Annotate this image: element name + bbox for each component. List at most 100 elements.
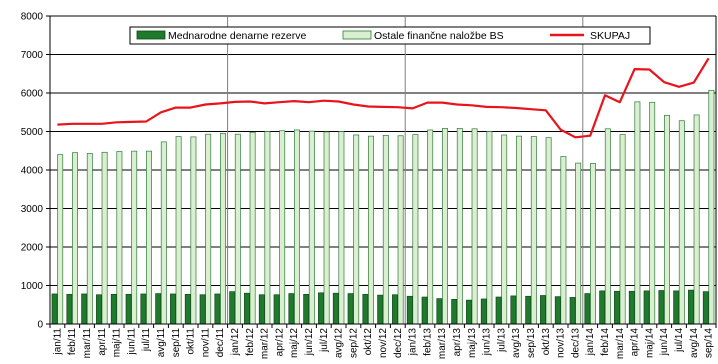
bar-ostale-jan/14 [590, 163, 596, 325]
bar-ostale-apr/14 [634, 101, 641, 325]
bar-mednarodne-apr/11 [96, 294, 102, 325]
y-tick-label-6000: 6000 [21, 89, 44, 100]
bar-ostale-jun/11 [131, 150, 138, 325]
bar-ostale-jul/14 [678, 120, 685, 325]
bar-mednarodne-jul/12 [318, 292, 324, 325]
bar-ostale-jan/12 [234, 133, 241, 325]
bar-mednarodne-jan/13 [406, 295, 413, 325]
bar-mednarodne-avg/11 [155, 293, 162, 325]
bar-ostale-feb/14 [604, 128, 611, 325]
legend-label-ostale-financne-nalozbe: Ostale finančne naložbe BS [374, 30, 504, 42]
x-tick-label-avg-14: avg/14 [689, 328, 700, 358]
y-tick-label-3000: 3000 [21, 204, 44, 215]
x-tick-label-jul-14: jul/14 [674, 328, 685, 353]
bar-mednarodne-mar/11 [81, 293, 88, 325]
x-tick-label-feb-12: feb/12 [245, 328, 256, 356]
x-tick-label-okt-13: okt/13 [541, 328, 552, 356]
x-tick-label-feb-11: feb/11 [67, 328, 78, 355]
x-tick-label-apr-13: apr/13 [452, 328, 463, 357]
bar-ostale-nov/13 [560, 156, 567, 325]
y-tick-label-2000: 2000 [21, 243, 44, 254]
bar-ostale-sep/12 [353, 134, 360, 325]
bar-series [51, 89, 715, 325]
bar-ostale-okt/11 [190, 136, 197, 325]
y-tick-label-1000: 1000 [21, 281, 44, 292]
bar-ostale-mar/11 [86, 153, 93, 325]
line-skupaj [57, 57, 710, 139]
bar-mednarodne-mar/14 [614, 290, 620, 325]
bar-ostale-mar/14 [619, 134, 626, 325]
bar-ostale-jan/11 [57, 154, 64, 325]
bar-mednarodne-avg/13 [510, 295, 517, 325]
axes: 0 1000 2000 3000 4000 5000 6000 7000 8000 jan/11 f… [21, 12, 717, 360]
bar-mednarodne-apr/14 [628, 290, 635, 325]
bar-ostale-okt/12 [368, 135, 374, 325]
bar-mednarodne-jun/12 [303, 294, 310, 325]
bar-mednarodne-jan/14 [584, 293, 591, 325]
x-tick-label-okt-12: okt/12 [363, 328, 374, 356]
bar-mednarodne-nov/13 [554, 296, 561, 325]
x-tick-label-jan-11: jan/11 [52, 328, 63, 356]
bar-mednarodne-nov/12 [377, 294, 384, 325]
bar-ostale-jan/13 [412, 134, 419, 325]
bar-ostale-apr/12 [279, 130, 286, 325]
bar-ostale-feb/12 [249, 131, 256, 325]
bar-ostale-maj/14 [649, 101, 656, 325]
x-tick-label-sep-11: sep/11 [171, 328, 182, 358]
x-tick-label-mar-11: mar/11 [82, 328, 93, 359]
bar-ostale-jul/13 [501, 134, 508, 325]
bar-mednarodne-avg/14 [688, 289, 694, 325]
x-tick-label-jul-11: jul/11 [141, 328, 152, 353]
bar-mednarodne-okt/13 [540, 295, 546, 325]
bar-mednarodne-maj/12 [288, 293, 295, 325]
x-tick-label-mar-13: mar/13 [437, 328, 448, 360]
bar-ostale-jun/13 [486, 131, 493, 325]
bar-mednarodne-feb/12 [244, 292, 250, 325]
y-tick-label-4000: 4000 [21, 166, 44, 177]
bar-ostale-dec/13 [575, 162, 582, 325]
bar-ostale-mar/12 [264, 131, 271, 325]
bar-mednarodne-jan/11 [51, 293, 58, 325]
bar-mednarodne-dec/13 [569, 297, 576, 325]
bar-mednarodne-mar/12 [258, 294, 265, 325]
x-tick-label-nov-11: nov/11 [200, 328, 211, 358]
bar-mednarodne-avg/12 [332, 292, 339, 325]
bar-mednarodne-sep/12 [347, 293, 354, 325]
x-tick-label-maj-13: maj/13 [467, 328, 478, 358]
x-tick-label-okt-11: okt/11 [186, 328, 197, 355]
bar-mednarodne-jun/14 [658, 290, 665, 325]
x-tick-label-jun-13: jun/13 [482, 328, 493, 357]
y-tick-label-0: 0 [37, 320, 43, 331]
x-tick-label-jul-13: jul/13 [496, 328, 507, 353]
bar-ostale-maj/11 [116, 151, 123, 325]
x-tick-label-jul-12: jul/12 [319, 328, 330, 353]
x-tick-label-apr-12: apr/12 [274, 328, 285, 357]
x-tick-label-jun-11: jun/11 [126, 328, 137, 356]
line-series [57, 57, 710, 139]
legend-box [129, 26, 651, 45]
legend-swatch-ostale-financne-nalozbe [342, 30, 372, 40]
x-tick-label-dec-12: dec/12 [393, 328, 404, 358]
bar-mednarodne-maj/14 [643, 290, 650, 325]
x-tick-label-mar-12: mar/12 [260, 328, 271, 360]
bar-ostale-avg/11 [160, 141, 167, 325]
x-tick-label-apr-11: apr/11 [97, 328, 108, 356]
bar-mednarodne-feb/13 [421, 296, 428, 325]
x-tick-label-jan-14: jan/14 [585, 328, 596, 357]
x-tick-label-maj-11: maj/11 [112, 328, 123, 358]
bar-mednarodne-sep/11 [170, 293, 176, 325]
legend-swatch-mednarodne-denarne-rezerve [136, 30, 166, 40]
bar-ostale-avg/13 [516, 135, 522, 325]
bar-ostale-nov/11 [205, 133, 212, 325]
x-tick-label-jan-13: jan/13 [408, 328, 419, 357]
x-tick-label-maj-12: maj/12 [289, 328, 300, 358]
bar-ostale-avg/14 [693, 114, 700, 325]
x-tick-label-jun-12: jun/12 [304, 328, 315, 357]
legend: Mednarodne denarne rezerve Ostale finanč… [129, 26, 651, 45]
bar-ostale-apr/11 [101, 151, 108, 325]
bar-ostale-jul/12 [323, 131, 330, 325]
x-tick-label-dec-11: dec/11 [215, 328, 226, 358]
bar-ostale-dec/11 [220, 133, 226, 325]
x-tick-label-sep-14: sep/14 [704, 328, 715, 358]
x-tick-label-maj-14: maj/14 [644, 328, 655, 358]
